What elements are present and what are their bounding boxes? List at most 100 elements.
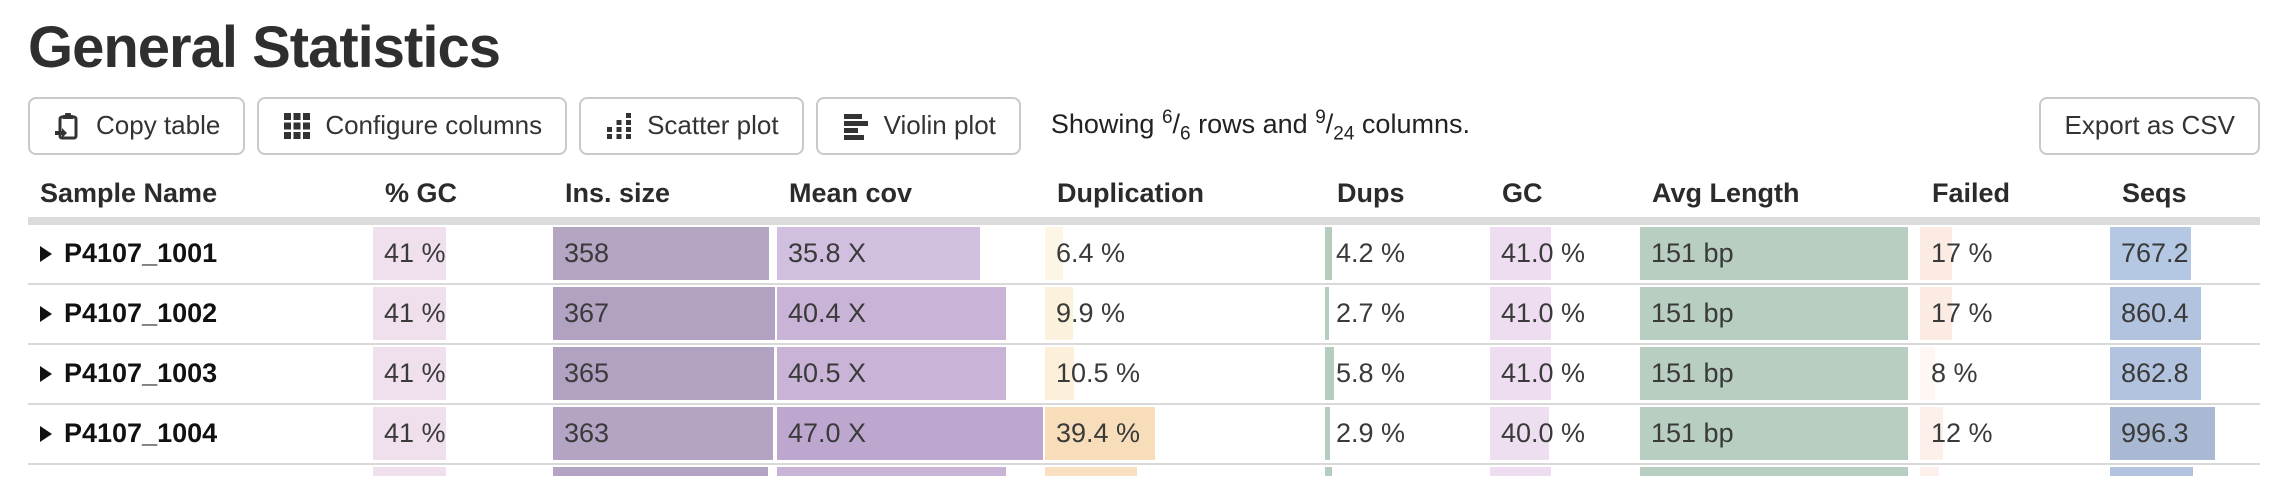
value-bar: [1045, 226, 1063, 280]
cell-duplication: 6.4 %: [1045, 224, 1325, 283]
cell-failed: 8 %: [1920, 344, 2110, 403]
value-bar: [2110, 286, 2201, 340]
cell-value: 4.2 %: [1336, 238, 1406, 269]
cell-value: 41.0 %: [1501, 298, 1586, 329]
violin-plot-button[interactable]: Violin plot: [815, 96, 1021, 155]
value-bar: [777, 466, 1006, 476]
row-expand-icon[interactable]: [40, 305, 52, 322]
value-bar: [1920, 226, 1952, 280]
sample-name-cell[interactable]: P4107_1004: [28, 404, 373, 463]
row-expand-icon[interactable]: [40, 425, 52, 442]
value-bar: [553, 466, 769, 476]
cell-ins-size: 367: [553, 284, 777, 343]
table-row-p4107-1001: P4107_1001 41 % 358 35.8 X 6.4 % 4.2 % 41.0 % 1…: [28, 224, 2260, 285]
value-bar: [553, 286, 775, 340]
column-header-ins-size[interactable]: Ins. size: [565, 177, 671, 208]
cell-value: 363: [564, 418, 610, 449]
column-header-duplication[interactable]: Duplication: [1057, 177, 1204, 208]
cell-ins-size: 363: [553, 404, 777, 463]
value-bar: [1920, 286, 1952, 340]
violin-icon: [841, 111, 871, 141]
cell-value: 40.4 X: [788, 298, 867, 329]
cell-mean-cov: [777, 464, 1045, 476]
table-row-p4107-1002: P4107_1002 41 % 367 40.4 X 9.9 % 2.7 % 41.0 % 1…: [28, 284, 2260, 345]
value-bar: [2110, 226, 2191, 280]
cell-value: 39.4 %: [1056, 418, 1141, 449]
sample-name-cell[interactable]: P4107_1003: [28, 344, 373, 403]
value-bar: [1045, 466, 1137, 476]
rows-shown-count: 6: [1161, 106, 1173, 128]
cell-value: 860.4: [2121, 298, 2189, 329]
column-header-avg-length[interactable]: Avg Length: [1652, 177, 1800, 208]
value-bar: [373, 406, 446, 460]
general-statistics-table: Sample Name % GC Ins. size Mean cov Duplicat…: [28, 174, 2260, 476]
scatter-icon: [604, 111, 634, 141]
sample-name-cell[interactable]: P4107_1001: [28, 224, 373, 283]
sample-name-cell: [28, 464, 373, 476]
cell-avg-length: 151 bp: [1640, 404, 1920, 463]
cell-seqs: [2110, 465, 2260, 476]
columns-total-count: 24: [1333, 122, 1355, 144]
column-header-seqs[interactable]: Seqs: [2122, 177, 2187, 208]
column-header-gc[interactable]: % GC: [385, 177, 458, 208]
cell-value: 358: [564, 238, 610, 269]
value-bar: [1325, 226, 1332, 280]
header-divider-band: [28, 216, 2260, 225]
value-bar: [373, 346, 446, 400]
cell-value: 6.4 %: [1056, 238, 1126, 269]
row-expand-icon[interactable]: [40, 365, 52, 382]
page-title: General Statistics: [28, 15, 501, 80]
value-bar: [1640, 226, 1908, 280]
cell-gc: 41 %: [373, 224, 553, 283]
value-bar: [777, 346, 1007, 400]
value-bar: [777, 226, 980, 280]
column-header-gc[interactable]: GC: [1502, 177, 1543, 208]
scatter-plot-button[interactable]: Scatter plot: [579, 96, 804, 155]
cell-value: 35.8 X: [788, 238, 867, 269]
value-bar: [1325, 466, 1332, 476]
rows-total-count: 6: [1180, 122, 1191, 144]
cell-gc: 41.0 %: [1490, 284, 1640, 343]
clipboard-icon: [53, 111, 83, 141]
cell-value: 41.0 %: [1501, 238, 1586, 269]
cell-value: 41 %: [384, 358, 446, 389]
cell-value: 40.0 %: [1501, 418, 1586, 449]
cell-dups: 2.9 %: [1325, 404, 1490, 463]
cell-gc: 40.0 %: [1490, 404, 1640, 463]
cell-gc: [373, 464, 553, 476]
value-bar: [373, 226, 446, 280]
cell-value: 41.0 %: [1501, 358, 1586, 389]
value-bar: [1920, 466, 1939, 476]
column-header-mean-cov[interactable]: Mean cov: [789, 177, 913, 208]
cell-gc: 41.0 %: [1490, 344, 1640, 403]
cell-value: 151 bp: [1651, 358, 1734, 389]
column-header-dups[interactable]: Dups: [1337, 177, 1405, 208]
export-csv-button[interactable]: Export as CSV: [2039, 96, 2260, 155]
cell-ins-size: [553, 464, 777, 476]
cell-mean-cov: 35.8 X: [777, 224, 1045, 283]
cell-failed: 12 %: [1920, 404, 2110, 463]
value-bar: [2110, 406, 2215, 460]
cell-value: 365: [564, 358, 610, 389]
value-bar: [553, 346, 774, 400]
value-bar: [1490, 286, 1551, 340]
cell-avg-length: [1640, 464, 1920, 476]
cell-seqs: 862.8: [2110, 345, 2260, 403]
columns-shown-count: 9: [1315, 106, 1326, 128]
cell-gc: 41 %: [373, 284, 553, 343]
column-header-sample-name[interactable]: Sample Name: [40, 177, 218, 208]
column-header-failed[interactable]: Failed: [1932, 177, 2011, 208]
row-expand-icon[interactable]: [40, 245, 52, 262]
configure-columns-button[interactable]: Configure columns: [257, 96, 568, 155]
sample-name: P4107_1004: [64, 418, 218, 449]
cell-duplication: [1045, 464, 1325, 476]
table-row-p4107-1003: P4107_1003 41 % 365 40.5 X 10.5 % 5.8 % 41.0 %…: [28, 344, 2260, 405]
sample-name: P4107_1001: [64, 238, 218, 269]
sample-name-cell[interactable]: P4107_1002: [28, 284, 373, 343]
copy-table-button[interactable]: Copy table: [28, 96, 246, 155]
table-toolbar: Copy table Configure columns Scatter plot V…: [28, 96, 2260, 156]
sample-name: P4107_1002: [64, 298, 218, 329]
cell-duplication: 39.4 %: [1045, 404, 1325, 463]
cell-ins-size: 358: [553, 224, 777, 283]
